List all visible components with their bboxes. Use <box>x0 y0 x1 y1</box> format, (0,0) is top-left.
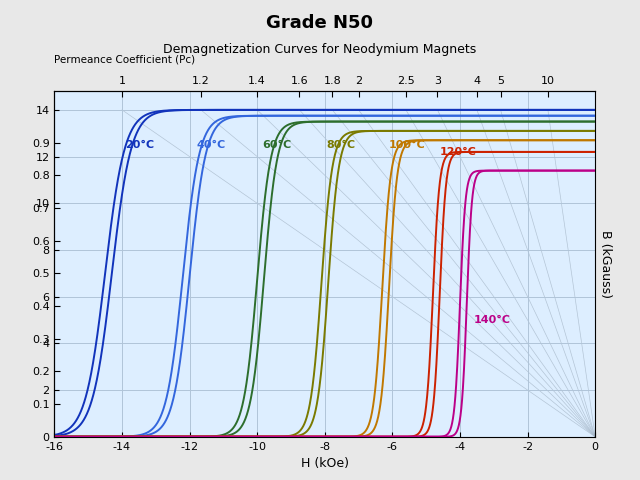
X-axis label: H (kOe): H (kOe) <box>301 457 349 470</box>
Text: 40°C: 40°C <box>196 140 226 150</box>
Y-axis label: B (kGauss): B (kGauss) <box>599 230 612 298</box>
Text: 120°C: 120°C <box>440 146 477 156</box>
Text: Demagnetization Curves for Neodymium Magnets: Demagnetization Curves for Neodymium Mag… <box>163 43 477 56</box>
Text: 60°C: 60°C <box>262 140 292 150</box>
Text: 20°C: 20°C <box>125 140 154 150</box>
Text: 80°C: 80°C <box>326 140 356 150</box>
Text: Permeance Coefficient (Pc): Permeance Coefficient (Pc) <box>54 55 196 65</box>
Text: 100°C: 100°C <box>389 140 426 150</box>
Text: Grade N50: Grade N50 <box>266 14 374 33</box>
Text: 140°C: 140°C <box>474 315 511 324</box>
